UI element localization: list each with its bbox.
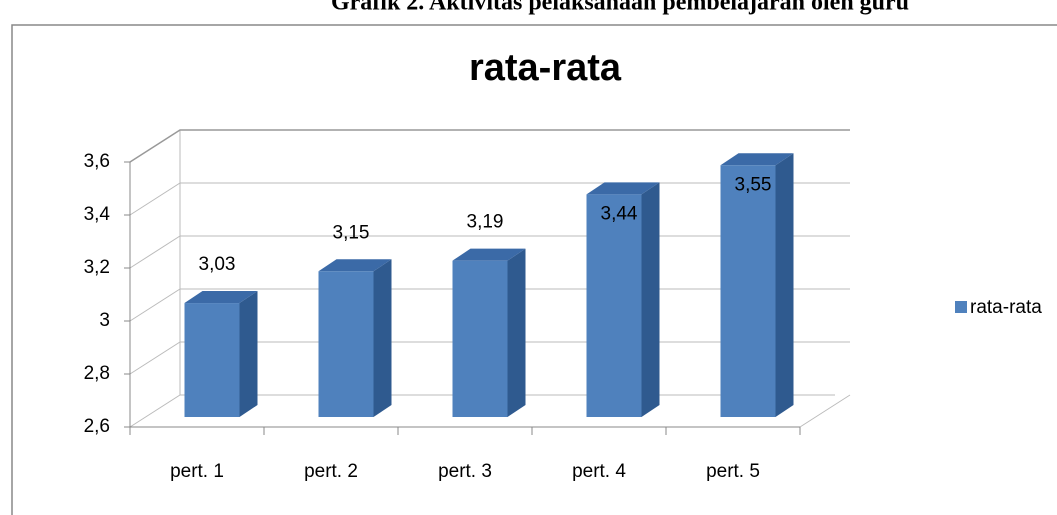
x-tick-label: pert. 3 — [438, 461, 492, 482]
data-label: 3,15 — [333, 222, 370, 243]
legend-label: rata-rata — [970, 297, 1042, 318]
bar-side — [239, 291, 258, 417]
data-label: 3,44 — [601, 203, 638, 224]
chart-title: rata-rata — [469, 47, 622, 89]
bar-top — [184, 291, 258, 304]
y-tick-label: 2,8 — [84, 363, 110, 384]
grid-line — [129, 129, 850, 163]
bar-top — [586, 182, 660, 195]
x-tick-label: pert. 5 — [706, 461, 760, 482]
floor — [799, 394, 851, 428]
bar-side — [507, 248, 526, 417]
bar — [452, 260, 508, 417]
x-tick-label: pert. 4 — [572, 461, 626, 482]
data-label: 3,55 — [735, 174, 772, 195]
bar — [586, 194, 642, 417]
bar — [318, 271, 374, 417]
bar-side — [775, 153, 794, 417]
bar-side — [641, 182, 660, 417]
y-tick-label: 2,6 — [84, 416, 110, 437]
chart-frame — [11, 24, 1057, 515]
bar-top — [720, 153, 794, 166]
data-label: 3,03 — [199, 254, 236, 275]
header: Grafik 2. Aktivitas pelaksanaan pembelaj… — [331, 0, 909, 16]
y-tick-label: 3 — [99, 310, 110, 331]
legend-swatch — [955, 301, 967, 313]
bar-top — [452, 248, 526, 261]
bar — [720, 165, 776, 417]
bar — [184, 303, 240, 417]
bar-side — [373, 259, 392, 417]
bar-top — [318, 259, 392, 272]
x-tick-label: pert. 1 — [170, 461, 224, 482]
y-tick-label: 3,6 — [84, 151, 110, 172]
y-tick-label: 3,2 — [84, 257, 110, 278]
data-label: 3,19 — [467, 212, 504, 233]
x-tick-label: pert. 2 — [304, 461, 358, 482]
header-bg — [230, 0, 1030, 24]
y-tick-label: 3,4 — [84, 204, 111, 225]
